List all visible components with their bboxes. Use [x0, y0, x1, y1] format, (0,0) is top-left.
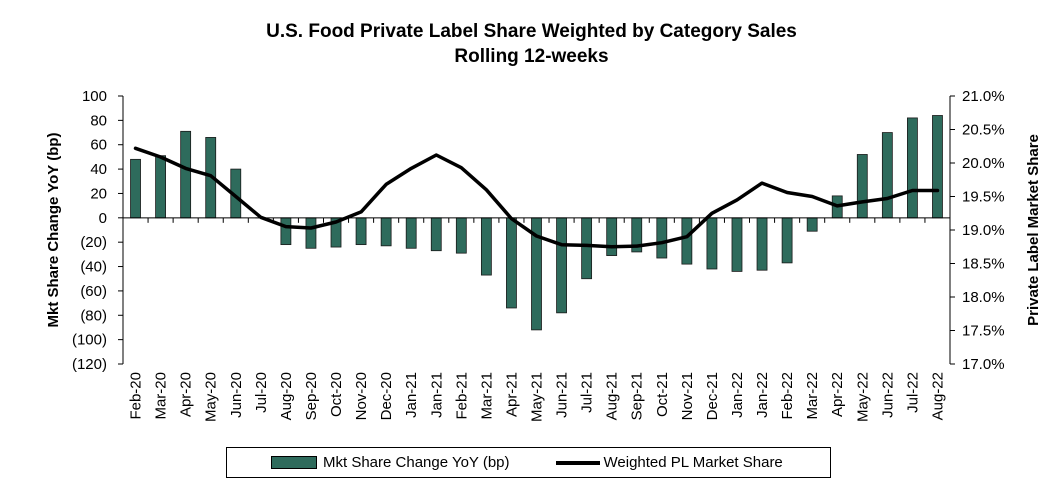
x-tick-label: Aug-21 — [604, 372, 621, 420]
x-tick-label: Feb-22 — [779, 372, 796, 420]
x-tick-label: Jan-21 — [428, 372, 445, 418]
x-tick-label: Jan-22 — [754, 372, 771, 418]
bar — [932, 115, 943, 219]
x-tick-label: Jul-20 — [253, 372, 270, 413]
x-tick-label: Jun-21 — [554, 372, 571, 418]
left-tick-label: (40) — [80, 259, 107, 276]
x-tick-label: Feb-20 — [128, 372, 145, 420]
bar — [455, 217, 467, 254]
right-tick-label: 21.0% — [962, 88, 1005, 105]
bar — [731, 217, 743, 272]
x-tick-label: Oct-20 — [328, 372, 345, 417]
x-tick-label: May-21 — [529, 372, 546, 422]
x-tick-label: Aug-20 — [278, 372, 295, 420]
legend-item-line: Weighted PL Market Share — [510, 454, 783, 471]
legend-label-line: Weighted PL Market Share — [603, 454, 783, 471]
x-tick-label: Dec-21 — [704, 372, 721, 420]
bar — [907, 117, 918, 219]
x-tick-label: Jun-20 — [228, 372, 245, 418]
x-tick-label: May-20 — [203, 372, 220, 422]
bar — [506, 217, 517, 309]
x-tick-label: Mar-21 — [478, 372, 495, 420]
right-tick-label: 20.0% — [962, 155, 1005, 172]
left-tick-label: 60 — [90, 137, 107, 154]
x-tick-label: Nov-21 — [679, 372, 696, 420]
bar — [681, 217, 693, 265]
left-tick-label: (120) — [72, 356, 107, 373]
left-tick-label: (20) — [80, 234, 107, 251]
x-tick-label: Jul-21 — [579, 372, 596, 413]
bar — [130, 158, 141, 219]
right-tick-label: 19.0% — [962, 222, 1005, 239]
legend-label-bars: Mkt Share Change YoY (bp) — [323, 454, 510, 471]
bar — [656, 217, 668, 259]
right-tick-label: 19.5% — [962, 189, 1005, 206]
left-tick-label: 0 — [99, 210, 107, 227]
x-tick-label: Feb-21 — [453, 372, 470, 420]
bar — [581, 217, 593, 280]
bar — [781, 217, 793, 264]
bar — [480, 217, 492, 276]
right-axis-label: Private Label Market Share — [1025, 134, 1042, 326]
bar — [556, 217, 567, 314]
bar — [881, 132, 893, 219]
right-tick-label: 17.5% — [962, 323, 1005, 340]
left-axis-label: Mkt Share Change YoY (bp) — [45, 132, 62, 327]
x-tick-label: Nov-20 — [353, 372, 370, 420]
bar — [856, 154, 868, 219]
left-tick-label: 20 — [90, 185, 107, 202]
left-tick-label: 80 — [90, 112, 107, 129]
left-tick-label: 40 — [90, 161, 107, 178]
x-tick-label: Jun-22 — [879, 372, 896, 418]
bar — [706, 217, 718, 270]
left-tick-label: 100 — [82, 88, 107, 105]
left-tick-label: (80) — [80, 307, 107, 324]
bar — [756, 217, 768, 271]
right-y-axis: 21.0% 20.5% 20.0% 19.5% 19.0% 18.5% 18.0% 17.5%… — [949, 88, 1005, 373]
bar — [380, 217, 392, 247]
right-tick-label: 18.0% — [962, 289, 1005, 306]
bar — [355, 217, 367, 246]
x-axis: Feb-20 Mar-20 Apr-20 May-20 Jun-20 Jul-20 Aug-… — [122, 217, 951, 422]
bar — [806, 217, 818, 232]
x-tick-label: Dec-20 — [378, 372, 395, 420]
x-tick-label: Mar-22 — [804, 372, 821, 420]
x-tick-label: Sep-21 — [629, 372, 646, 420]
x-tick-label: Jan-22 — [729, 372, 746, 418]
x-tick-label: Sep-20 — [303, 372, 320, 420]
right-tick-label: 20.5% — [962, 122, 1005, 139]
right-tick-label: 17.0% — [962, 356, 1005, 373]
x-tick-label: May-22 — [854, 372, 871, 422]
bar — [430, 217, 442, 252]
bar — [280, 217, 292, 246]
bar — [606, 217, 618, 256]
x-tick-label: Oct-21 — [654, 372, 671, 417]
x-tick-label: Aug-22 — [929, 372, 946, 420]
combo-chart: 100 80 60 40 20 0 (20) (40) (60) (80) (100) (120) 2… — [45, 88, 1042, 422]
legend: Mkt Share Change YoY (bp) Weighted PL Ma… — [226, 447, 831, 478]
x-tick-label: Apr-21 — [503, 372, 520, 417]
left-y-axis: 100 80 60 40 20 0 (20) (40) (60) (80) (100) (120) — [72, 88, 124, 373]
legend-line-swatch — [555, 460, 600, 465]
bar — [405, 217, 417, 249]
legend-item-bars: Mkt Share Change YoY (bp) — [227, 454, 510, 471]
chart-subtitle: Rolling 12-weeks — [454, 46, 609, 67]
x-tick-label: Jul-22 — [904, 372, 921, 413]
left-tick-label: (100) — [72, 332, 107, 349]
legend-bar-swatch — [271, 456, 317, 469]
x-tick-label: Apr-22 — [829, 372, 846, 417]
bar — [305, 217, 317, 249]
x-tick-label: Apr-20 — [178, 372, 195, 417]
right-tick-label: 18.5% — [962, 256, 1005, 273]
line-series — [133, 146, 940, 249]
market-share-line — [133, 146, 940, 249]
left-tick-label: (60) — [80, 283, 107, 300]
bar — [180, 130, 192, 219]
chart-title: U.S. Food Private Label Share Weighted b… — [266, 21, 797, 42]
bar-series — [130, 115, 943, 331]
x-tick-label: Jan-21 — [403, 372, 420, 418]
x-tick-label: Mar-20 — [153, 372, 170, 420]
bar — [155, 155, 166, 219]
